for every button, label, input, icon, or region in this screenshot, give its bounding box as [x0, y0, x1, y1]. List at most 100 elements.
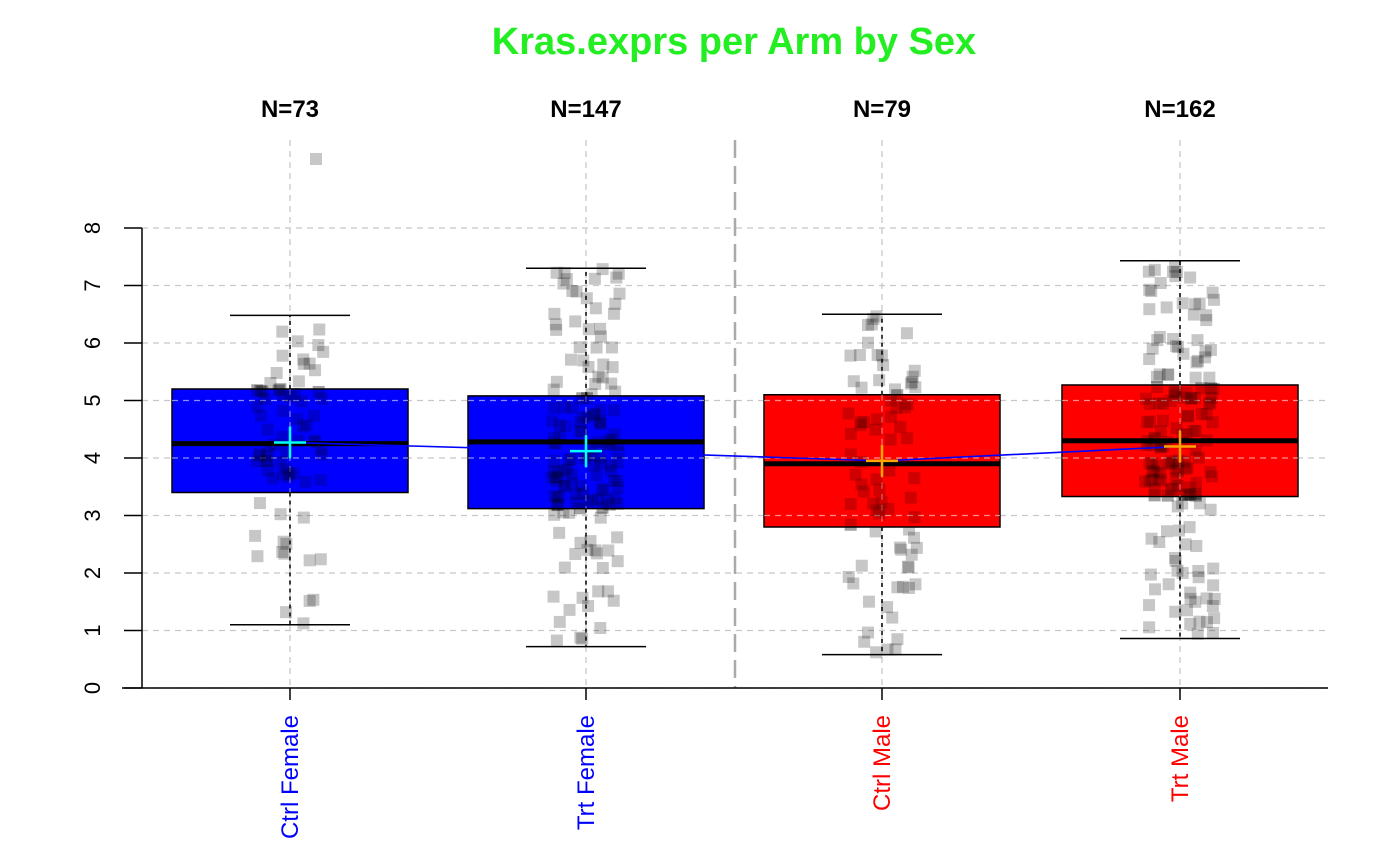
jitter-point	[589, 544, 602, 557]
jitter-point	[611, 481, 624, 494]
jitter-point	[582, 495, 595, 508]
jitter-point	[592, 585, 605, 598]
jitter-point	[1208, 293, 1221, 306]
jitter-point	[593, 415, 606, 428]
jitter-point	[297, 617, 310, 630]
jitter-point	[315, 392, 328, 405]
jitter-point	[1145, 473, 1158, 486]
jitter-point	[1193, 297, 1206, 310]
jitter-point	[576, 632, 589, 645]
jitter-point	[550, 634, 563, 647]
jitter-point	[277, 535, 290, 548]
jitter-point	[547, 401, 560, 414]
jitter-point	[274, 383, 287, 396]
jitter-point	[308, 409, 321, 422]
jitter-point	[602, 544, 615, 557]
jitter-point	[1169, 605, 1182, 618]
jitter-point	[1168, 386, 1181, 399]
jitter-point	[885, 394, 898, 407]
jitter-point	[607, 594, 620, 607]
jitter-point	[855, 478, 868, 491]
jitter-point	[580, 292, 593, 305]
jitter-point	[597, 484, 610, 497]
jitter-point	[277, 468, 290, 481]
jitter-point	[594, 622, 607, 635]
jitter-point	[577, 354, 590, 367]
category-label: Ctrl Female	[277, 715, 304, 839]
jitter-point	[272, 384, 285, 397]
jitter-point	[581, 543, 594, 556]
jitter-point	[1169, 472, 1182, 485]
jitter-point	[589, 377, 602, 390]
jitter-point	[883, 464, 896, 477]
jitter-point	[1166, 265, 1179, 278]
jitter-point	[1183, 481, 1196, 494]
jitter-point	[590, 469, 603, 482]
jitter-point	[1184, 488, 1197, 501]
jitter-point	[1192, 451, 1205, 464]
jitter-point	[1187, 425, 1200, 438]
jitter-point	[891, 389, 904, 402]
jitter-point	[1143, 303, 1156, 316]
jitter-point	[253, 449, 266, 462]
jitter-point	[1191, 627, 1204, 640]
jitter-point	[1166, 457, 1179, 470]
jitter-point	[566, 284, 579, 297]
jitter-point	[590, 341, 603, 354]
jitter-point	[870, 473, 883, 486]
mean-marker	[570, 435, 602, 468]
jitter-point	[1145, 285, 1158, 298]
jitter-point	[873, 507, 886, 520]
jitter-point	[611, 441, 624, 454]
jitter-point	[1181, 410, 1194, 423]
jitter-point	[1192, 571, 1205, 584]
jitter-point	[1185, 393, 1198, 406]
jitter-point	[550, 266, 563, 279]
jitter-point	[1171, 564, 1184, 577]
jitter-point	[284, 390, 297, 403]
jitter-point	[908, 364, 921, 377]
jitter-point	[1187, 308, 1200, 321]
jitter-point	[1189, 424, 1202, 437]
jitter-point	[316, 448, 329, 461]
jitter-point	[551, 499, 564, 512]
jitter-point	[251, 400, 264, 413]
jitter-point	[847, 375, 860, 388]
jitter-point	[1205, 391, 1218, 404]
jitter-point	[1154, 474, 1167, 487]
jitter-point	[1203, 371, 1216, 384]
jitter-point	[857, 416, 870, 429]
jitter-point	[596, 263, 609, 276]
jitter-point	[584, 535, 597, 548]
jitter-point	[1151, 381, 1164, 394]
jitter-point	[896, 580, 909, 593]
jitter-point	[300, 418, 313, 431]
jitter-point	[885, 410, 898, 423]
jitter-point	[1206, 626, 1219, 639]
jitter-point	[303, 357, 316, 370]
jitter-point	[548, 508, 561, 521]
jitter-point	[847, 577, 860, 590]
jitter-point	[274, 456, 287, 469]
jitter-point	[853, 349, 866, 362]
jitter-point	[557, 277, 570, 290]
jitter-point	[889, 383, 902, 396]
jitter-point	[902, 561, 915, 574]
jitter-point	[580, 392, 593, 405]
jitter-point	[844, 448, 857, 461]
jitter-point	[604, 464, 617, 477]
jitter-point	[314, 443, 327, 456]
jitter-point	[600, 494, 613, 507]
jitter-point	[551, 498, 564, 511]
jitter-point	[871, 348, 884, 361]
jitter-point	[1152, 472, 1165, 485]
jitter-point	[576, 591, 589, 604]
jitter-point	[1172, 454, 1185, 467]
jitter-point	[1208, 592, 1221, 605]
jitter-point	[270, 366, 283, 379]
jitter-point	[1153, 368, 1166, 381]
jitter-point	[574, 536, 587, 549]
jitter-point	[607, 307, 620, 320]
jitter-point	[604, 459, 617, 472]
box-ctrl-male	[763, 394, 1001, 528]
